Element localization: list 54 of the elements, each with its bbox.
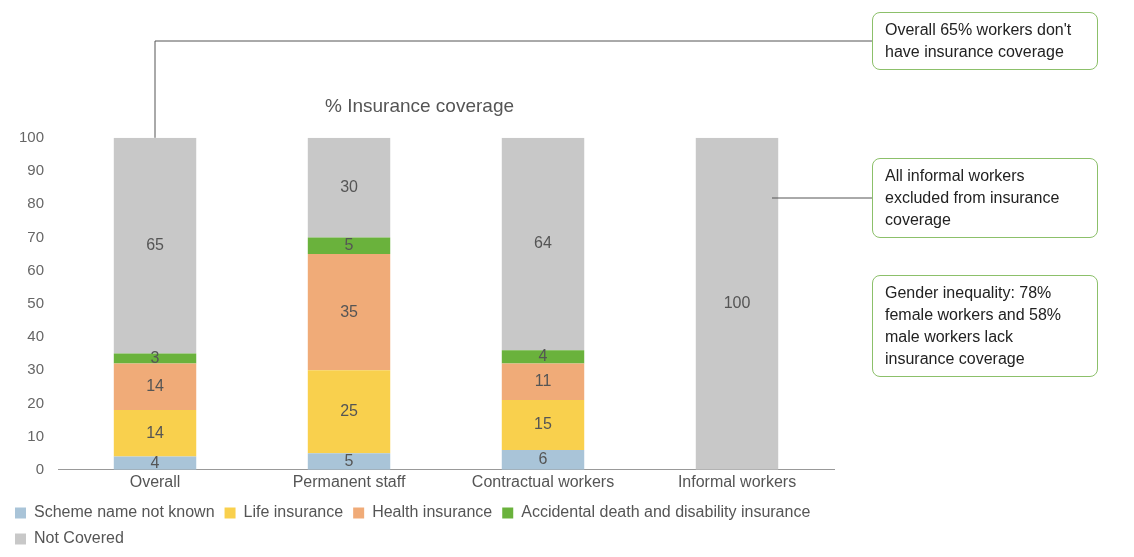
y-tick-label: 40 <box>27 327 45 345</box>
y-tick-label: 10 <box>27 426 45 444</box>
data-label: 5 <box>344 451 354 469</box>
legend-label: Scheme name not known <box>34 503 215 521</box>
data-label: 6 <box>538 450 548 468</box>
text: All informal workers excluded from insurance coverage <box>872 158 1098 238</box>
x-tick-label: Contractual workers <box>471 472 615 490</box>
data-label: 25 <box>340 402 359 420</box>
legend-label: Accidental death and disability insurance <box>521 503 811 521</box>
bar <box>307 137 391 238</box>
chart-title: % Insurance coverage <box>324 94 515 116</box>
bar <box>113 363 197 411</box>
data-label: 3 <box>150 348 160 366</box>
bar <box>501 137 585 351</box>
y-tick-label: 30 <box>27 360 45 378</box>
data-label: 14 <box>146 423 165 441</box>
text: Gender inequality: 78% female workers and 58% male workers lack insurance coverage <box>872 275 1098 377</box>
y-tick-label: 70 <box>27 227 45 245</box>
bar <box>113 353 197 364</box>
data-label: 65 <box>146 236 165 254</box>
bar <box>695 137 779 470</box>
data-label: 14 <box>146 377 165 395</box>
bar <box>307 453 391 470</box>
y-tick-label: 80 <box>27 194 45 212</box>
bar <box>307 370 391 454</box>
y-tick-label: 20 <box>27 393 45 411</box>
bar <box>501 363 585 401</box>
data-label: 11 <box>534 372 552 390</box>
y-tick-label: 100 <box>19 127 45 145</box>
data-label: 4 <box>538 347 548 365</box>
bar <box>501 449 585 470</box>
y-tick-label: 60 <box>27 260 45 278</box>
data-label: 30 <box>340 178 359 196</box>
y-tick-label: 90 <box>27 161 45 179</box>
legend-label: Health insurance <box>372 503 493 521</box>
data-label: 4 <box>150 453 160 471</box>
data-label: 64 <box>534 234 553 252</box>
bar <box>501 350 585 364</box>
bar <box>307 254 391 371</box>
legend-label: Not Covered <box>34 529 124 547</box>
data-label: 35 <box>340 302 359 320</box>
x-tick-label: Permanent staff <box>292 472 406 490</box>
bar <box>307 237 391 254</box>
data-label: 5 <box>344 236 354 254</box>
text: Overall 65% workers don't have insurance coverage <box>872 12 1098 70</box>
y-tick-label: 50 <box>27 293 45 311</box>
x-tick-label: Informal workers <box>677 472 797 490</box>
legend-label: Life insurance <box>243 503 344 521</box>
data-label: 100 <box>723 294 751 312</box>
y-tick-label: 0 <box>35 459 45 477</box>
data-label: 15 <box>534 415 553 433</box>
bar <box>501 400 585 450</box>
bar <box>113 410 197 457</box>
x-tick-label: Overall <box>129 472 181 490</box>
